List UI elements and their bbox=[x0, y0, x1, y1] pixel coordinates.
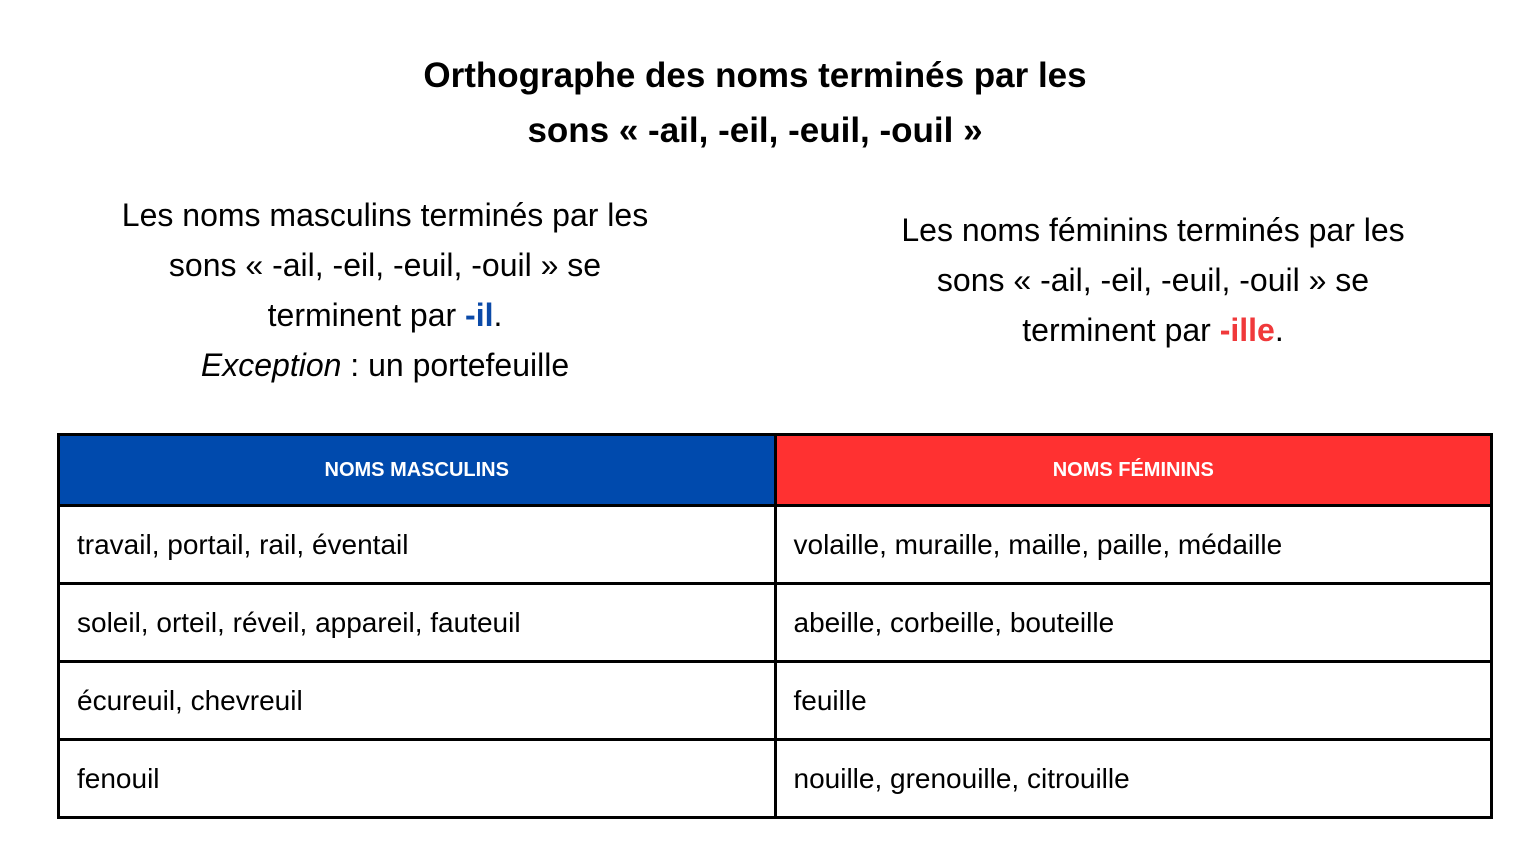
exception-label: Exception bbox=[200, 347, 342, 383]
rule-line: sons « -ail, -eil, -euil, -ouil » se bbox=[168, 247, 602, 283]
table-cell: soleil, orteil, réveil, appareil, fauteu… bbox=[57, 582, 777, 663]
period: . bbox=[1274, 312, 1284, 348]
rule-line: Exception : un portefeuille bbox=[0, 340, 770, 390]
table-row: travail, portail, rail, éventail volaille… bbox=[57, 504, 1493, 585]
rule-line: terminent par -ille. bbox=[770, 305, 1536, 355]
exception-text: : un portefeuille bbox=[350, 347, 570, 383]
table-row: soleil, orteil, réveil, appareil, fauteu… bbox=[57, 582, 1493, 663]
title: Orthographe des noms terminés par les so… bbox=[0, 48, 1510, 158]
table-cell: volaille, muraille, maille, paille, méda… bbox=[773, 504, 1493, 585]
table-cell: abeille, corbeille, bouteille bbox=[773, 582, 1493, 663]
table-row: fenouil nouille, grenouille, citrouille bbox=[57, 738, 1493, 819]
rule-line: terminent par -il. bbox=[0, 290, 770, 340]
ending: -ille bbox=[1219, 312, 1275, 348]
table-cell: fenouil bbox=[57, 738, 777, 819]
table-body: travail, portail, rail, éventail volaille… bbox=[57, 504, 1493, 819]
title-line: sons « -ail, -eil, -euil, -ouil » bbox=[527, 111, 983, 150]
rule-line: sons « -ail, -eil, -euil, -ouil » se bbox=[936, 262, 1370, 298]
table-cell: nouille, grenouille, citrouille bbox=[773, 738, 1493, 819]
header-cell: NOMS FÉMININS bbox=[773, 433, 1493, 507]
title-line: Orthographe des noms terminés par les bbox=[423, 56, 1087, 95]
rule-line: Les noms féminins terminés par les bbox=[901, 212, 1405, 248]
period: . bbox=[493, 297, 503, 333]
rule-text: terminent par bbox=[1022, 312, 1211, 348]
rule-line: Les noms masculins terminés par les bbox=[121, 197, 649, 233]
rule-text: terminent par bbox=[267, 297, 457, 333]
header-row: NOMS MASCULINS NOMS FÉMININS bbox=[57, 433, 1493, 507]
masculine-rule: Les noms masculins terminés par les sons… bbox=[0, 190, 770, 390]
table-row: écureuil, chevreuil feuille bbox=[57, 660, 1493, 741]
header-cell: NOMS MASCULINS bbox=[57, 433, 777, 507]
table-cell: feuille bbox=[773, 660, 1493, 741]
word-table: NOMS MASCULINS NOMS FÉMININS travail, po… bbox=[57, 433, 1493, 819]
table-cell: écureuil, chevreuil bbox=[57, 660, 777, 741]
feminine-rule: Les noms féminins terminés par les sons … bbox=[770, 205, 1536, 355]
table-cell: travail, portail, rail, éventail bbox=[57, 504, 777, 585]
ending: -il bbox=[465, 297, 494, 333]
